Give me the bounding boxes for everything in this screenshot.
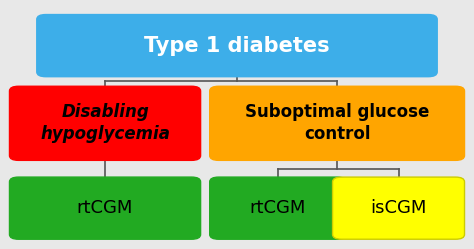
Text: rtCGM: rtCGM xyxy=(77,199,133,217)
Text: Disabling
hypoglycemia: Disabling hypoglycemia xyxy=(40,103,170,143)
Text: isCGM: isCGM xyxy=(370,199,427,217)
Text: Suboptimal glucose
control: Suboptimal glucose control xyxy=(245,103,429,143)
FancyBboxPatch shape xyxy=(210,86,465,160)
FancyBboxPatch shape xyxy=(9,86,201,160)
FancyBboxPatch shape xyxy=(333,177,465,239)
Text: Type 1 diabetes: Type 1 diabetes xyxy=(144,36,330,56)
Text: rtCGM: rtCGM xyxy=(250,199,306,217)
FancyBboxPatch shape xyxy=(9,177,201,239)
FancyBboxPatch shape xyxy=(210,177,346,239)
FancyBboxPatch shape xyxy=(37,14,437,77)
